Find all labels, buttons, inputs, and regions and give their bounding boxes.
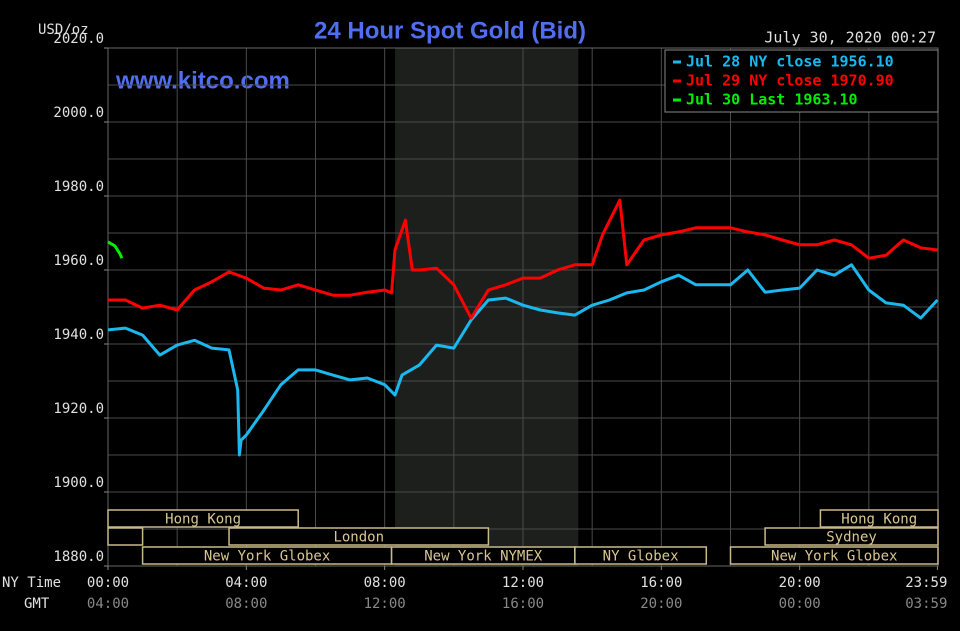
x-axis-label: NY Time [2, 575, 61, 591]
session-bar [819, 509, 939, 528]
session-label: New York Globex [204, 549, 330, 565]
chart-title: 24 Hour Spot Gold (Bid) [314, 17, 586, 44]
x2-tick-label: 16:00 [502, 596, 544, 612]
x-tick-label: 00:00 [87, 575, 129, 591]
session-label: New York NYMEX [424, 549, 543, 565]
x2-tick-label: 04:00 [87, 596, 129, 612]
session-bar [764, 527, 939, 546]
y-tick-label: 1920.0 [53, 401, 104, 417]
price-line [107, 240, 124, 259]
timestamp: July 30, 2020 00:27 [764, 29, 936, 47]
x2-tick-label: 20:00 [640, 596, 682, 612]
session-bar [107, 527, 144, 546]
session-label: Sydney [826, 530, 877, 546]
x-tick-label: 16:00 [640, 575, 682, 591]
x-tick-label: 12:00 [502, 575, 544, 591]
session-label: New York Globex [771, 549, 897, 565]
x-tick-label: 23:59 [905, 575, 947, 591]
y-axis-label: USD/oz [38, 22, 89, 38]
price-line [108, 198, 938, 320]
y-tick-label: 2020.0 [53, 31, 104, 47]
session-label: Hong Kong [841, 512, 917, 528]
session-label: London [333, 530, 384, 546]
x2-tick-label: 00:00 [779, 596, 821, 612]
legend-label: Jul 30 Last 1963.10 [686, 91, 858, 109]
session-label: Hong Kong [165, 512, 241, 528]
y-tick-label: 2000.0 [53, 105, 104, 121]
x-tick-label: 08:00 [364, 575, 406, 591]
x2-tick-label: 03:59 [905, 596, 947, 612]
x2-tick-label: 08:00 [225, 596, 267, 612]
x-tick-label: 20:00 [779, 575, 821, 591]
session-bar [729, 546, 939, 565]
watermark: www.kitco.com [115, 67, 290, 94]
session-bar [574, 546, 708, 565]
y-tick-label: 1880.0 [53, 549, 104, 565]
y-tick-label: 1900.0 [53, 475, 104, 491]
y-tick-label: 1940.0 [53, 327, 104, 343]
session-bar [107, 509, 299, 528]
session-bar [228, 527, 490, 546]
price-line [107, 263, 939, 457]
y-tick-label: 1960.0 [53, 253, 104, 269]
legend-label: Jul 29 NY close 1970.90 [686, 72, 894, 90]
x2-tick-label: 12:00 [364, 596, 406, 612]
legend-label: Jul 28 NY close 1956.10 [686, 53, 894, 71]
session-label: NY Globex [603, 549, 679, 565]
y-tick-label: 1980.0 [53, 179, 104, 195]
x-tick-label: 04:00 [225, 575, 267, 591]
legend-box [664, 49, 939, 113]
x2-axis-label: GMT [24, 596, 50, 612]
